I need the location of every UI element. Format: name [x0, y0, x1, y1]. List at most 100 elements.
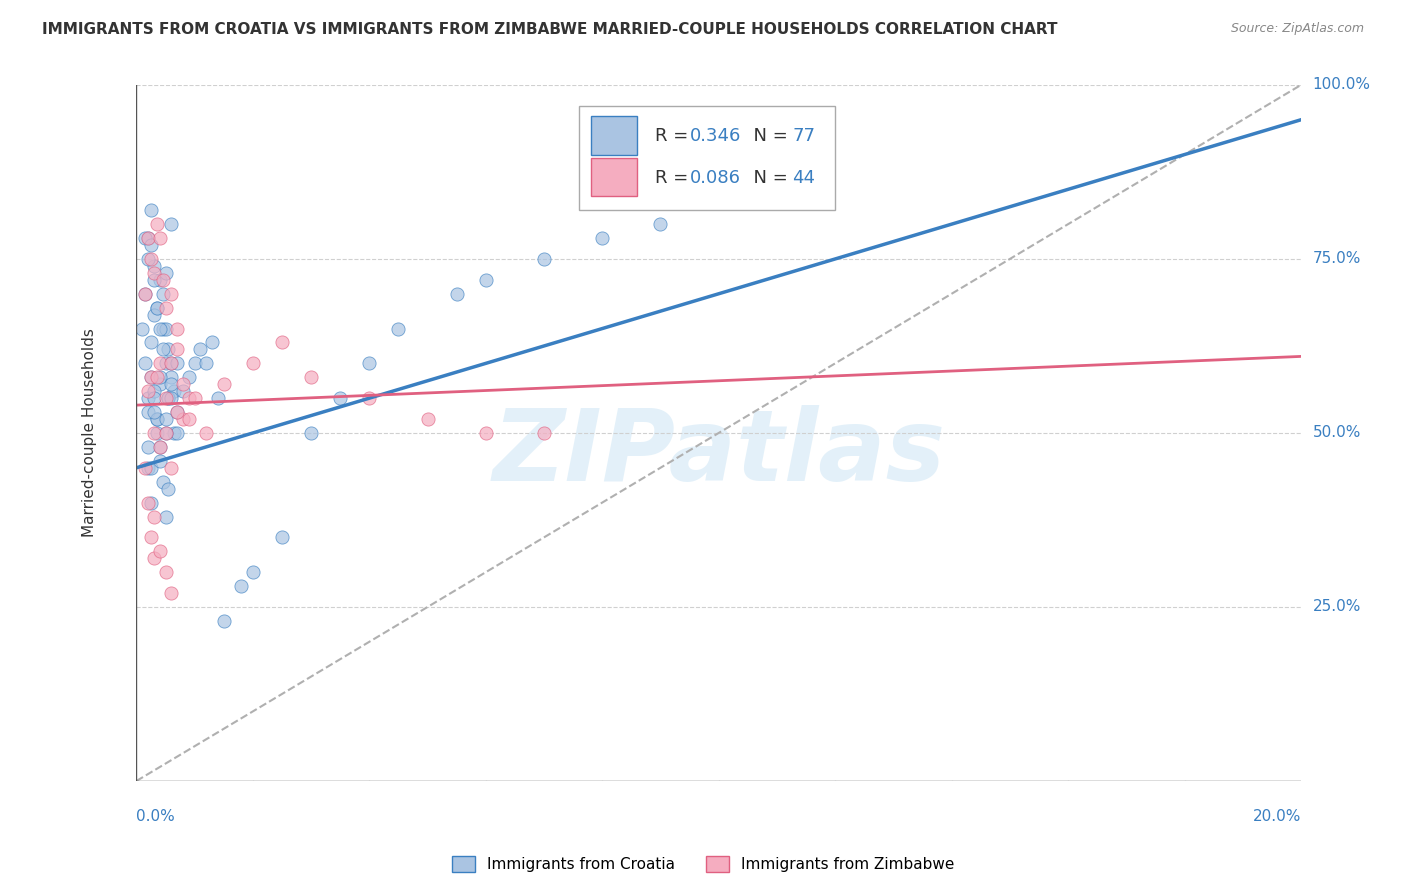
Point — [387, 321, 409, 335]
Point — [136, 231, 159, 245]
Point — [155, 391, 177, 405]
Point — [155, 412, 177, 426]
Point — [160, 370, 183, 384]
Point — [650, 217, 672, 231]
Point — [136, 384, 159, 399]
Point — [139, 203, 162, 218]
Point — [149, 454, 172, 468]
Point — [166, 343, 188, 357]
Point — [134, 231, 156, 245]
Point — [136, 440, 159, 454]
Point — [329, 391, 352, 405]
Point — [271, 530, 294, 544]
Bar — [591, 116, 637, 154]
Point — [139, 530, 162, 544]
Text: 100.0%: 100.0% — [1313, 78, 1371, 93]
Point — [149, 356, 172, 370]
Point — [142, 266, 165, 280]
Point — [145, 412, 167, 426]
Point — [134, 286, 156, 301]
Point — [160, 286, 183, 301]
Text: 0.086: 0.086 — [689, 169, 741, 186]
Point — [177, 391, 200, 405]
Point — [134, 460, 156, 475]
Point — [136, 405, 159, 419]
Text: N =: N = — [742, 127, 793, 145]
Point — [149, 440, 172, 454]
Text: 0.0%: 0.0% — [136, 809, 176, 824]
Point — [149, 377, 172, 392]
Point — [207, 391, 229, 405]
Point — [142, 391, 165, 405]
Point — [155, 356, 177, 370]
Point — [163, 425, 186, 440]
Point — [242, 356, 264, 370]
Point — [136, 252, 159, 266]
Point — [145, 370, 167, 384]
Point — [416, 412, 439, 426]
Point — [136, 231, 159, 245]
Point — [533, 252, 555, 266]
Point — [160, 217, 183, 231]
Point — [212, 614, 235, 628]
Point — [152, 273, 174, 287]
Point — [195, 356, 218, 370]
Bar — [591, 158, 637, 196]
Point — [475, 273, 498, 287]
Text: IMMIGRANTS FROM CROATIA VS IMMIGRANTS FROM ZIMBABWE MARRIED-COUPLE HOUSEHOLDS CO: IMMIGRANTS FROM CROATIA VS IMMIGRANTS FR… — [42, 22, 1057, 37]
Point — [271, 335, 294, 350]
Point — [145, 412, 167, 426]
Point — [142, 509, 165, 524]
Point — [160, 460, 183, 475]
Legend: Immigrants from Croatia, Immigrants from Zimbabwe: Immigrants from Croatia, Immigrants from… — [444, 848, 962, 880]
Point — [139, 335, 162, 350]
Point — [157, 343, 180, 357]
Point — [157, 391, 180, 405]
Point — [166, 321, 188, 335]
Point — [152, 475, 174, 489]
Point — [149, 370, 172, 384]
Point — [166, 405, 188, 419]
Point — [155, 321, 177, 335]
Point — [183, 391, 205, 405]
Point — [157, 391, 180, 405]
Point — [160, 391, 183, 405]
Point — [177, 412, 200, 426]
Text: 0.346: 0.346 — [689, 127, 741, 145]
Point — [172, 412, 194, 426]
Point — [231, 579, 253, 593]
Point — [155, 301, 177, 315]
Point — [139, 252, 162, 266]
Point — [152, 286, 174, 301]
Point — [591, 231, 613, 245]
Point — [139, 495, 162, 509]
Point — [212, 377, 235, 392]
Point — [160, 356, 183, 370]
Point — [475, 425, 498, 440]
Point — [166, 405, 188, 419]
Point — [136, 391, 159, 405]
Point — [201, 335, 224, 350]
Point — [149, 273, 172, 287]
Text: 50.0%: 50.0% — [1313, 425, 1361, 441]
Point — [446, 286, 468, 301]
Point — [157, 482, 180, 496]
Text: R =: R = — [655, 127, 693, 145]
Point — [134, 286, 156, 301]
Point — [242, 565, 264, 579]
Point — [142, 405, 165, 419]
Point — [145, 425, 167, 440]
Point — [195, 425, 218, 440]
Text: 44: 44 — [792, 169, 815, 186]
Point — [183, 356, 205, 370]
Text: ZIPatlas: ZIPatlas — [492, 405, 945, 502]
Point — [155, 425, 177, 440]
Point — [359, 391, 381, 405]
Point — [149, 231, 172, 245]
Text: R =: R = — [655, 169, 693, 186]
Point — [152, 321, 174, 335]
Point — [131, 321, 153, 335]
Point — [172, 377, 194, 392]
Point — [145, 301, 167, 315]
Text: Source: ZipAtlas.com: Source: ZipAtlas.com — [1230, 22, 1364, 36]
